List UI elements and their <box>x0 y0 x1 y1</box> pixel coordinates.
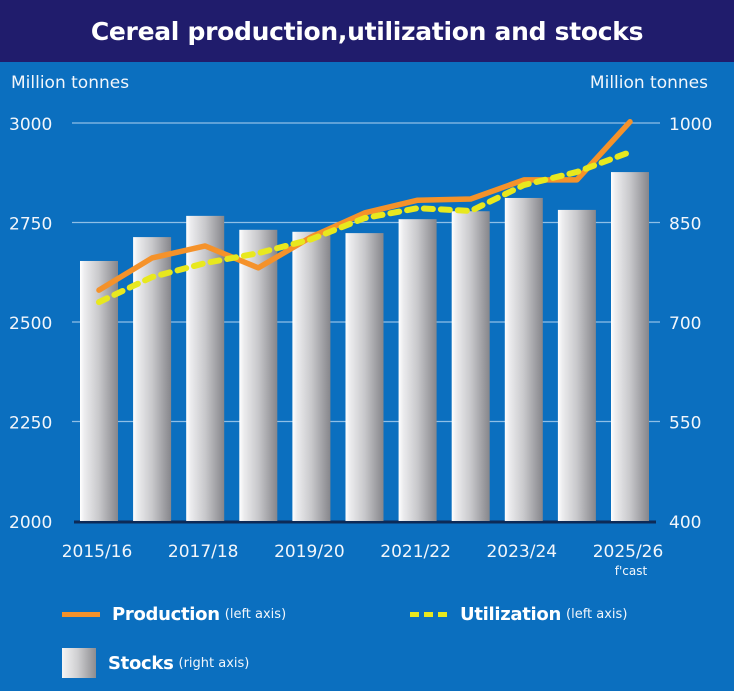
x-tick-label: 2025/26 <box>593 542 664 562</box>
x-tick-label: 2023/24 <box>486 542 557 562</box>
x-tick-label: 2015/16 <box>62 542 133 562</box>
legend-note: (left axis) <box>224 607 287 622</box>
right-tick-label: 400 <box>669 513 701 533</box>
legend-label: Production <box>112 604 220 625</box>
stocks-bar <box>398 219 437 521</box>
legend-label: Stocks <box>108 652 174 674</box>
utilization-dash-swatch <box>410 612 448 617</box>
right-tick-label: 700 <box>669 314 701 334</box>
production-line-swatch <box>62 612 100 617</box>
left-tick-label: 2750 <box>9 215 52 235</box>
right-tick-label: 550 <box>669 414 701 434</box>
legend: Production (left axis) Utilization (left… <box>0 596 734 691</box>
x-tick-label: 2021/22 <box>380 542 451 562</box>
left-tick-label: 2500 <box>9 314 52 334</box>
left-axis-unit-label: Million tonnes <box>11 73 130 93</box>
legend-label: Utilization <box>460 604 562 625</box>
x-tick-label: 2019/20 <box>274 542 345 562</box>
legend-item-production: Production (left axis) <box>62 604 286 625</box>
right-axis-unit-label: Million tonnes <box>589 73 708 93</box>
axis-ticks: 2000 400 2250 550 2500 700 2750 850 3000 1000 2015… <box>9 115 712 578</box>
chart-plot: 2000 400 2250 550 2500 700 2750 850 3000 1000 2015… <box>9 115 712 578</box>
stocks-bar <box>292 231 331 521</box>
legend-item-utilization: Utilization (left axis) <box>410 604 627 625</box>
left-tick-label: 2250 <box>9 414 52 434</box>
x-tick-label: 2017/18 <box>168 542 239 562</box>
legend-item-stocks: Stocks (right axis) <box>62 648 249 678</box>
title-bar: Cereal production,utilization and stocks <box>0 0 734 62</box>
legend-note: (left axis) <box>566 607 628 622</box>
stocks-bar <box>557 209 596 521</box>
legend-note: (right axis) <box>178 655 250 671</box>
stocks-bars <box>80 172 649 522</box>
chart-title: Cereal production,utilization and stocks <box>90 16 644 46</box>
stocks-bar-swatch <box>62 648 96 678</box>
stocks-bar <box>611 172 649 521</box>
stocks-bar <box>239 229 278 521</box>
right-tick-label: 1000 <box>669 115 712 135</box>
left-tick-label: 3000 <box>9 115 52 135</box>
stocks-bar <box>451 211 490 521</box>
forecast-note: f'cast <box>615 564 648 578</box>
right-tick-label: 850 <box>669 215 701 235</box>
utilization-line <box>96 149 633 306</box>
left-tick-label: 2000 <box>9 513 52 533</box>
stocks-bar <box>504 197 543 521</box>
series-lines <box>96 119 633 306</box>
stocks-bar <box>345 233 384 521</box>
